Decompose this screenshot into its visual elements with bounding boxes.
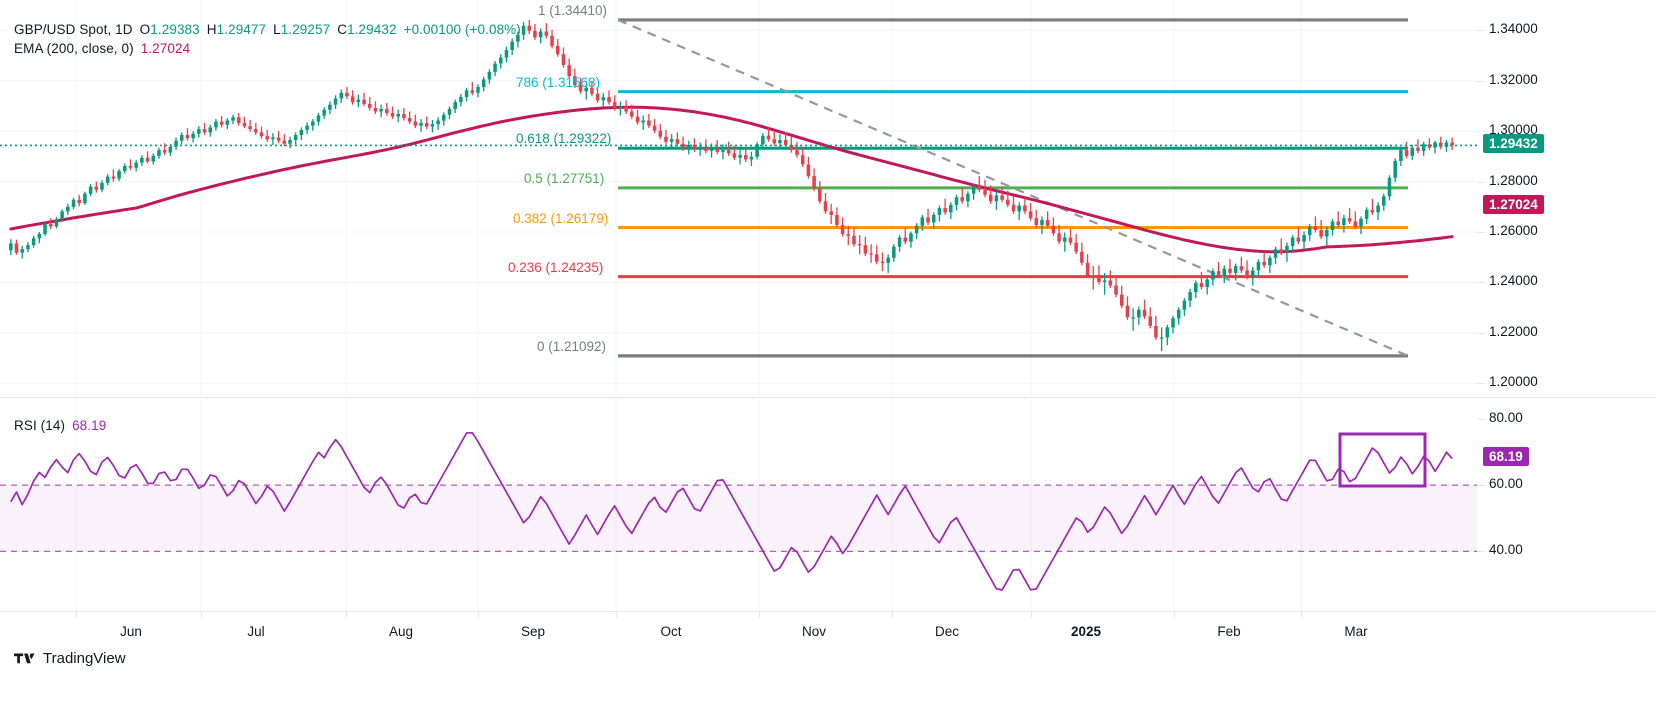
price-tick-1.32000: 1.32000 bbox=[1489, 71, 1538, 87]
ema-legend-value: 1.27024 bbox=[140, 41, 191, 56]
price-chart-pane[interactable] bbox=[0, 0, 1477, 396]
price-tick-1.28000: 1.28000 bbox=[1489, 172, 1538, 188]
price-tick-mark bbox=[1477, 383, 1485, 385]
pane-separator bbox=[0, 397, 1656, 398]
time-label-Aug: Aug bbox=[388, 624, 414, 639]
time-tick-mark bbox=[1174, 612, 1175, 618]
time-tick-mark bbox=[892, 612, 893, 618]
time-label-Dec: Dec bbox=[934, 624, 960, 639]
price-scale[interactable]: 1.34000 1.32000 1.30000 1.28000 1.26000 1.240… bbox=[1477, 0, 1656, 396]
fib-236-label: 0.236 (1.24235) bbox=[508, 259, 604, 275]
rsi-tick-60.00: 60.00 bbox=[1489, 476, 1523, 492]
price-tick-mark bbox=[1477, 282, 1485, 284]
price-tick-1.30000: 1.30000 bbox=[1489, 122, 1538, 138]
price-tick-mark bbox=[1477, 181, 1485, 183]
time-label-Sep: Sep bbox=[520, 624, 546, 639]
ema-legend-title[interactable]: EMA (200, close, 0) bbox=[14, 41, 134, 56]
fib-5-label: 0.5 (1.27751) bbox=[524, 170, 605, 186]
time-tick-mark bbox=[346, 612, 347, 618]
time-label-Feb: Feb bbox=[1217, 624, 1241, 639]
time-tick-mark bbox=[759, 612, 760, 618]
time-tick-mark bbox=[1031, 612, 1032, 618]
legend-open-label: O bbox=[139, 22, 151, 37]
rsi-tick-40.00: 40.00 bbox=[1489, 542, 1523, 558]
time-label-Jul: Jul bbox=[247, 624, 265, 639]
legend-low-label: L bbox=[273, 22, 281, 37]
rsi-legend-title[interactable]: RSI (14) bbox=[14, 418, 66, 433]
time-tick-mark bbox=[478, 612, 479, 618]
rsi-tick-mark bbox=[1477, 485, 1485, 487]
price-tick-mark bbox=[1477, 232, 1485, 234]
rsi-legend[interactable]: RSI (14) 68.19 bbox=[14, 418, 106, 433]
rsi-tick-80.00: 80.00 bbox=[1489, 409, 1523, 425]
fib-382-label: 0.382 (1.26179) bbox=[513, 210, 609, 226]
price-tick-mark bbox=[1477, 131, 1485, 133]
rsi-indicator-pane[interactable] bbox=[0, 399, 1477, 611]
price-tick-1.20000: 1.20000 bbox=[1489, 374, 1538, 390]
main-series-legend[interactable]: GBP/USD Spot, 1D O1.29383 H1.29477 L1.29257… bbox=[14, 22, 521, 37]
ema-legend[interactable]: EMA (200, close, 0) 1.27024 bbox=[14, 41, 190, 56]
time-tick-mark bbox=[616, 612, 617, 618]
price-tick-mark bbox=[1477, 332, 1485, 334]
time-label-Mar: Mar bbox=[1344, 624, 1368, 639]
rsi-tick-mark bbox=[1477, 551, 1485, 553]
rsi-legend-value: 68.19 bbox=[72, 418, 107, 433]
tradingview-logo-icon bbox=[14, 653, 35, 663]
fib-0-label: 0 (1.21092) bbox=[537, 338, 607, 354]
legend-high-value: 1.29477 bbox=[216, 22, 267, 37]
price-tick-1.24000: 1.24000 bbox=[1489, 273, 1538, 289]
legend-low-value: 1.29257 bbox=[280, 22, 331, 37]
fib-786-label: 786 (1.31568) bbox=[516, 74, 601, 90]
ema-price-badge[interactable]: 1.27024 bbox=[1483, 195, 1544, 215]
time-label-2025: 2025 bbox=[1070, 624, 1102, 639]
legend-change-value: +0.00100 (+0.08%) bbox=[403, 22, 521, 37]
price-tick-1.26000: 1.26000 bbox=[1489, 223, 1538, 239]
legend-close-value: 1.29432 bbox=[347, 22, 397, 37]
legend-high-label: H bbox=[206, 22, 217, 37]
fib-1-label: 1 (1.34410) bbox=[538, 2, 608, 18]
tradingview-footer[interactable]: TradingView bbox=[14, 650, 126, 667]
price-tick-mark bbox=[1477, 80, 1485, 82]
price-tick-mark bbox=[1477, 30, 1485, 32]
time-label-Oct: Oct bbox=[660, 624, 682, 639]
time-label-Jun: Jun bbox=[120, 624, 142, 639]
fib-618-label: 0.618 (1.29322) bbox=[516, 131, 612, 147]
price-tick-1.34000: 1.34000 bbox=[1489, 21, 1538, 37]
time-label-Nov: Nov bbox=[801, 624, 827, 639]
time-scale[interactable]: Jun Jul Aug Sep Oct Nov Dec 2025 Feb Mar bbox=[0, 611, 1656, 654]
tradingview-brand-label: TradingView bbox=[43, 650, 126, 667]
rsi-chart-canvas bbox=[0, 399, 1477, 611]
price-chart-canvas bbox=[0, 0, 1477, 396]
rsi-scale[interactable]: 80.00 60.00 40.00 68.19 bbox=[1477, 399, 1656, 611]
legend-close-label: C bbox=[337, 22, 348, 37]
last-price-badge[interactable]: 1.29432 bbox=[1483, 134, 1544, 154]
time-tick-mark bbox=[201, 612, 202, 618]
time-tick-mark bbox=[76, 612, 77, 618]
legend-open-value: 1.29383 bbox=[150, 22, 200, 37]
time-tick-mark bbox=[1301, 612, 1302, 618]
legend-symbol[interactable]: GBP/USD Spot, 1D bbox=[14, 22, 133, 37]
rsi-value-badge[interactable]: 68.19 bbox=[1483, 446, 1529, 466]
price-tick-1.22000: 1.22000 bbox=[1489, 323, 1538, 339]
rsi-tick-mark bbox=[1477, 418, 1485, 420]
